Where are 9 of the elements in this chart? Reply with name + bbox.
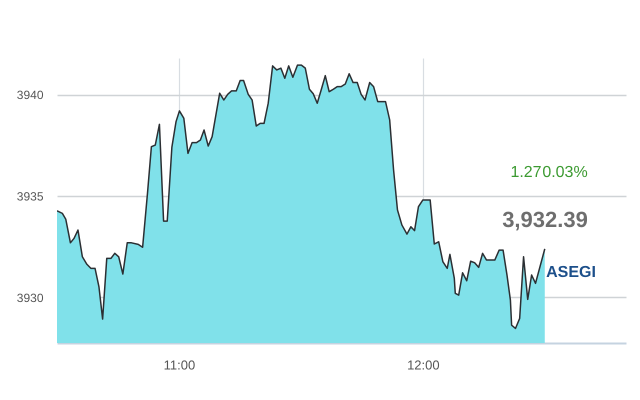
y-tick-label: 3930 bbox=[16, 290, 44, 305]
annotation: 3,932.39 bbox=[502, 207, 588, 232]
annotation: 1.27 bbox=[510, 164, 542, 181]
y-tick-label: 3940 bbox=[16, 88, 44, 102]
series-label: ASEGI bbox=[546, 264, 596, 281]
y-tick-label: 3935 bbox=[16, 189, 44, 204]
x-tick-label: 12:00 bbox=[407, 358, 440, 372]
x-tick-label: 11:00 bbox=[164, 358, 196, 372]
annotation: 0.03% bbox=[542, 164, 588, 181]
